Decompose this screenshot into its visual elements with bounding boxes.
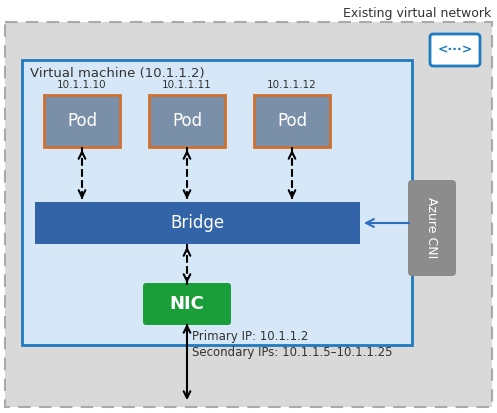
FancyBboxPatch shape — [430, 34, 480, 66]
FancyBboxPatch shape — [408, 180, 456, 276]
Text: Virtual machine (10.1.1.2): Virtual machine (10.1.1.2) — [30, 67, 205, 81]
Text: 10.1.1.10: 10.1.1.10 — [57, 80, 107, 90]
Text: Secondary IPs: 10.1.1.5–10.1.1.25: Secondary IPs: 10.1.1.5–10.1.1.25 — [192, 346, 393, 359]
Text: <···>: <···> — [437, 43, 473, 57]
FancyBboxPatch shape — [254, 95, 330, 147]
Text: Pod: Pod — [277, 112, 307, 130]
Text: Bridge: Bridge — [170, 214, 225, 232]
Text: 10.1.1.11: 10.1.1.11 — [162, 80, 212, 90]
FancyBboxPatch shape — [143, 283, 231, 325]
Text: Pod: Pod — [67, 112, 97, 130]
Text: Azure CNI: Azure CNI — [425, 197, 438, 259]
Text: 10.1.1.12: 10.1.1.12 — [267, 80, 317, 90]
Text: Primary IP: 10.1.1.2: Primary IP: 10.1.1.2 — [192, 330, 308, 343]
FancyBboxPatch shape — [44, 95, 120, 147]
FancyBboxPatch shape — [5, 22, 492, 407]
Text: NIC: NIC — [169, 295, 204, 313]
Text: Existing virtual network: Existing virtual network — [343, 7, 491, 21]
FancyBboxPatch shape — [149, 95, 225, 147]
Text: Pod: Pod — [172, 112, 202, 130]
FancyBboxPatch shape — [22, 60, 412, 345]
FancyBboxPatch shape — [35, 202, 360, 244]
